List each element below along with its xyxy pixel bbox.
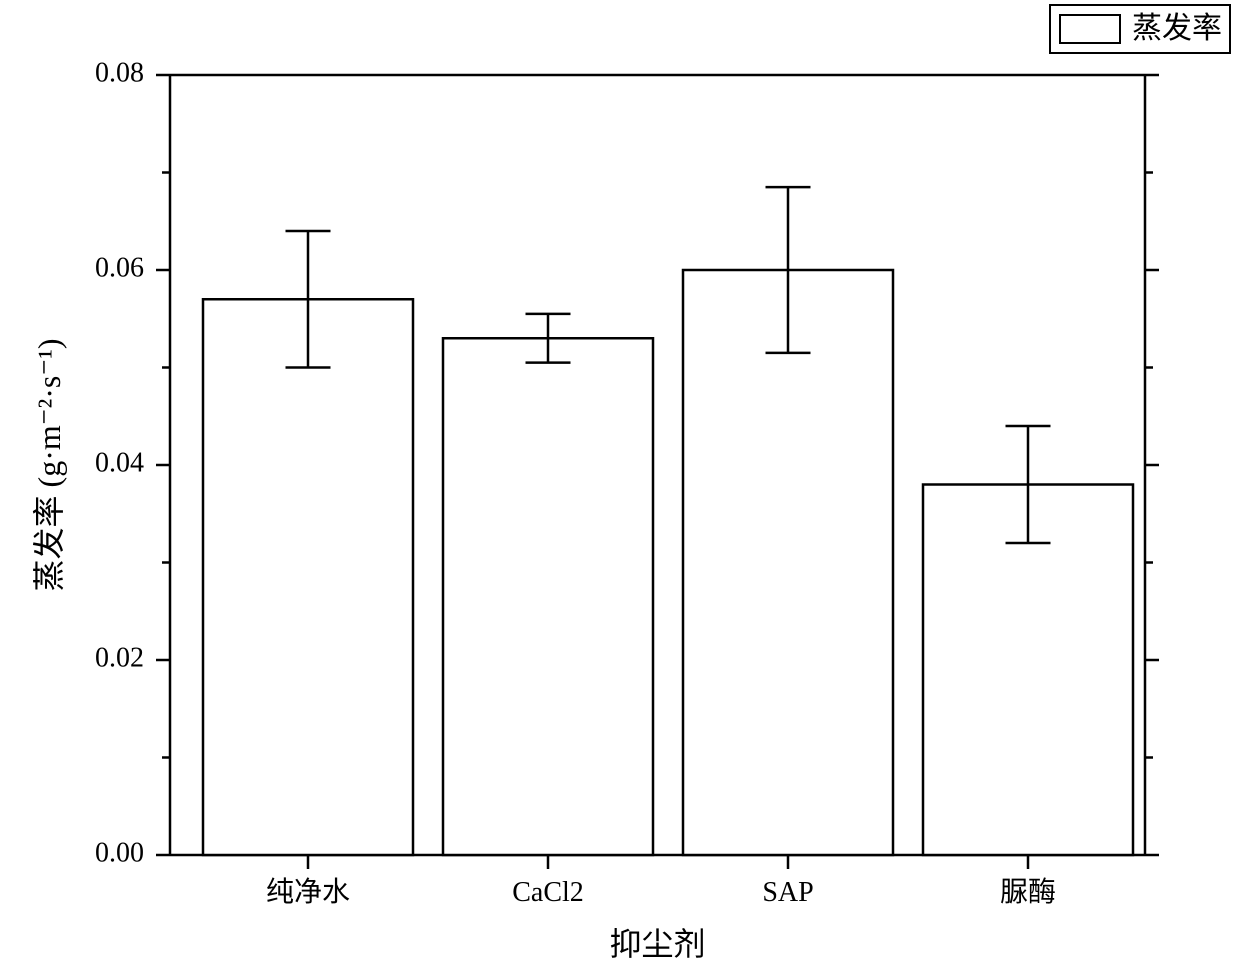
bar	[443, 338, 653, 855]
y-tick-label: 0.06	[95, 252, 144, 283]
chart-svg: 0.00 0.02 0.04 0.06 0.08 纯净水 CaCl2 SAP 脲酶抑尘剂 蒸发率 …	[0, 0, 1240, 975]
y-tick-label: 0.02	[95, 642, 144, 673]
x-axis-label: 抑尘剂	[609, 926, 705, 962]
x-tick-label: CaCl2	[512, 877, 584, 908]
x-tick-label: SAP	[762, 877, 813, 908]
legend-swatch	[1060, 15, 1120, 43]
x-tick-label: 脲酶	[1000, 876, 1056, 908]
y-tick-label: 0.00	[95, 837, 144, 868]
chart-container: { "canvas": { "width": 1240, "height": 9…	[0, 0, 1240, 975]
bar	[203, 299, 413, 855]
legend-label: 蒸发率	[1132, 12, 1222, 45]
y-tick-label: 0.04	[95, 447, 144, 478]
y-tick-label: 0.08	[95, 57, 144, 88]
bar	[683, 270, 893, 855]
y-axis-label: 蒸发率 (g·m⁻²·s⁻¹)	[31, 339, 67, 592]
x-tick-label: 纯净水	[266, 876, 350, 908]
